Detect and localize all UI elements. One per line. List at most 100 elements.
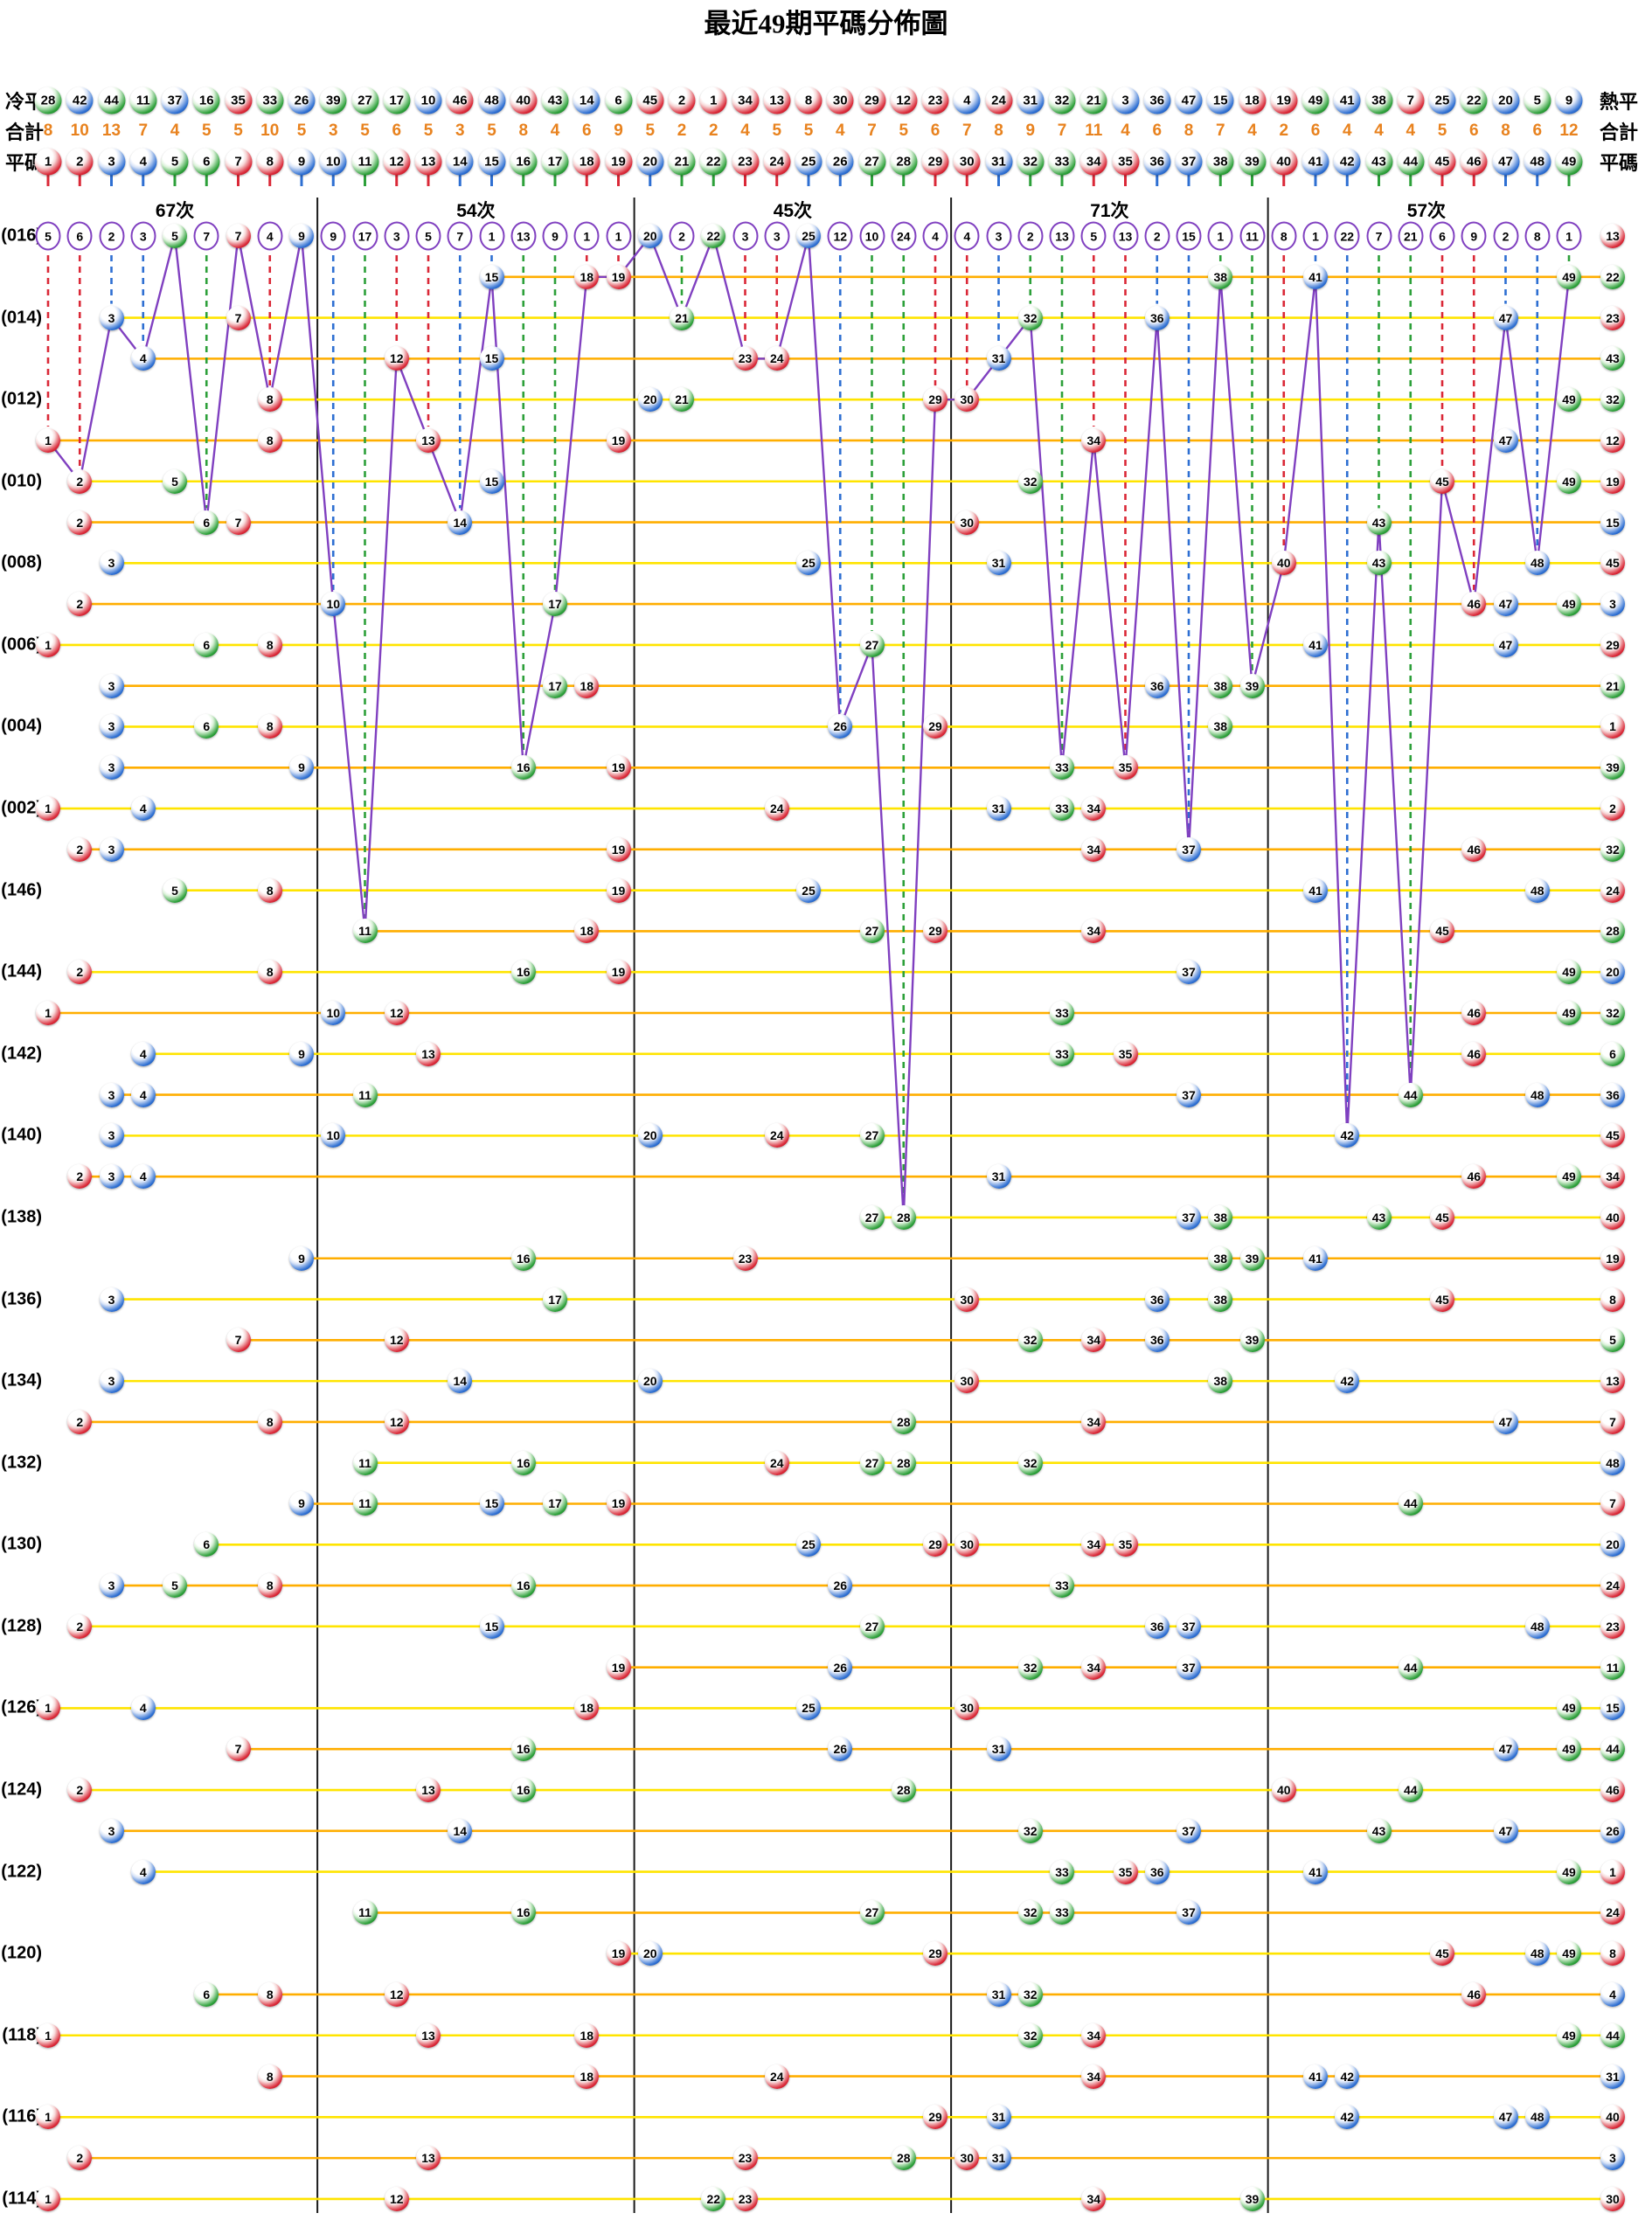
code-ball: 13	[414, 148, 442, 176]
hot-row-right-label: 熱平	[1599, 91, 1639, 113]
code-ball: 10	[319, 148, 347, 176]
grid-ball: 24	[764, 346, 789, 371]
grid-ball: 12	[384, 2186, 409, 2211]
grid-ball: 8	[257, 2064, 282, 2089]
grid-ball: 41	[1303, 1859, 1328, 1884]
grid-ball: 31	[986, 1981, 1011, 2007]
grid-ball: 37	[1177, 1818, 1201, 1843]
total-count: 7	[1057, 121, 1067, 140]
grid-ball: 6	[194, 510, 219, 535]
cold-order-ball: 8	[795, 87, 823, 114]
grid-ball: 39	[1239, 1328, 1265, 1353]
grid-ball: 46	[1461, 836, 1487, 862]
grid-ball: 17	[543, 592, 567, 617]
miss-count-circle: 9	[542, 221, 568, 251]
grid-ball: 49	[1557, 1941, 1581, 1967]
code-ball: 16	[510, 148, 538, 176]
miss-count-circle: 1	[1302, 221, 1329, 251]
grid-ball: 26	[828, 714, 853, 739]
grid-ball: 27	[859, 632, 885, 657]
special-ball: 7	[1600, 1491, 1625, 1516]
cold-order-ball: 28	[34, 87, 62, 114]
grid-ball: 4	[130, 1696, 156, 1721]
total-count: 7	[867, 121, 877, 140]
special-ball: 12	[1600, 427, 1625, 453]
total-count: 4	[1342, 121, 1352, 140]
miss-count-circle: 1	[1207, 221, 1233, 251]
grid-ball: 47	[1493, 305, 1518, 330]
code-ball: 39	[1239, 148, 1266, 176]
grid-ball: 36	[1144, 305, 1170, 330]
grid-ball: 8	[257, 387, 282, 413]
grid-ball: 2	[67, 1164, 93, 1190]
special-ball: 32	[1600, 1001, 1625, 1025]
grid-ball: 49	[1557, 1859, 1581, 1884]
total-count: 9	[1025, 121, 1036, 140]
grid-ball: 19	[606, 1491, 631, 1516]
grid-ball: 33	[1050, 796, 1074, 822]
total-count: 4	[835, 121, 845, 140]
total-count: 11	[1085, 121, 1103, 140]
grid-ball: 20	[637, 1941, 663, 1967]
miss-count-circle: 3	[130, 221, 156, 251]
grid-ball: 41	[1303, 2064, 1328, 2089]
code-ball: 26	[826, 148, 854, 176]
grid-ball: 19	[606, 264, 631, 289]
grid-ball: 30	[954, 1369, 980, 1394]
cold-order-ball: 14	[573, 87, 600, 114]
cold-order-ball: 1	[699, 87, 727, 114]
grid-ball: 30	[954, 1287, 980, 1312]
grid-ball: 25	[796, 878, 821, 903]
cold-order-ball: 7	[1397, 87, 1425, 114]
grid-ball: 20	[637, 387, 663, 413]
cold-order-ball: 9	[1555, 87, 1583, 114]
grid-ball: 30	[954, 510, 980, 535]
miss-count-circle: 6	[1429, 221, 1455, 251]
total-count: 6	[1152, 121, 1163, 140]
total-count: 4	[1374, 121, 1384, 140]
special-ball: 21	[1600, 673, 1625, 698]
miss-count-circle: 5	[35, 221, 61, 251]
grid-ball: 34	[1081, 427, 1107, 453]
grid-ball: 40	[1271, 551, 1296, 576]
special-ball: 44	[1600, 1737, 1625, 1762]
grid-ball: 21	[670, 305, 694, 330]
code-ball: 41	[1301, 148, 1329, 176]
grid-ball: 36	[1144, 1287, 1170, 1312]
grid-ball: 27	[859, 1900, 885, 1925]
total-count: 5	[645, 121, 656, 140]
grid-ball: 15	[479, 468, 504, 494]
total-count: 6	[1468, 121, 1479, 140]
grid-ball: 10	[321, 1001, 346, 1025]
total-count: 7	[1215, 121, 1225, 140]
grid-ball: 2	[67, 468, 93, 494]
grid-ball: 3	[99, 1818, 124, 1843]
grid-ball: 6	[194, 1532, 219, 1557]
total-count: 5	[487, 121, 496, 140]
grid-ball: 18	[574, 919, 600, 944]
total-row-right-label: 合計	[1599, 121, 1639, 143]
special-ball: 2	[1600, 796, 1625, 822]
grid-ball: 23	[732, 2146, 758, 2171]
cold-order-ball: 13	[763, 87, 791, 114]
total-count: 5	[423, 121, 434, 140]
grid-ball: 18	[574, 2022, 600, 2048]
period-label: (116)	[2, 2106, 42, 2126]
grid-ball: 48	[1524, 878, 1550, 903]
grid-ball: 47	[1493, 592, 1518, 617]
special-ball: 46	[1600, 1778, 1625, 1803]
drawn-ball: 7	[226, 224, 251, 248]
code-ball: 6	[192, 148, 220, 176]
special-ball: 3	[1600, 2146, 1625, 2171]
grid-ball: 1	[36, 427, 60, 453]
grid-ball: 1	[36, 2105, 60, 2130]
special-ball: 36	[1600, 1082, 1625, 1107]
cold-order-ball: 32	[1048, 87, 1076, 114]
total-count: 8	[43, 121, 53, 140]
total-count: 2	[677, 121, 687, 140]
grid-ball: 9	[289, 755, 314, 780]
period-label: (140)	[1, 1125, 42, 1145]
special-ball: 24	[1600, 1573, 1625, 1599]
grid-ball: 38	[1208, 714, 1233, 739]
miss-count-circle: 3	[986, 221, 1011, 251]
